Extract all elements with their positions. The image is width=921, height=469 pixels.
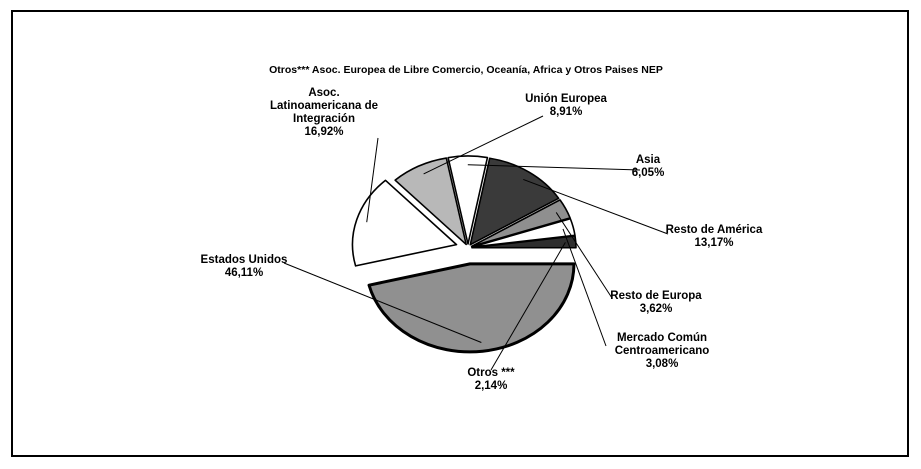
leader-line [562,228,607,347]
leader-line [366,137,379,223]
slice-name-label: Resto de América [666,224,763,236]
slice-value-label: 3,62% [640,303,673,315]
pie-slice [469,157,560,246]
slice-label: Resto de Europa 3,62% [610,290,702,315]
slice-value-label: 8,91% [550,106,583,118]
slice-label: Mercado Común Centroamericano 3,08% [615,332,710,370]
leader-line [555,212,613,299]
slice-name-label: Centroamericano [615,345,710,357]
slice-label: Resto de América 13,17% [666,224,763,249]
pie-slice [447,155,489,245]
leader-line [283,262,482,343]
slice-name-label: Otros *** [467,367,515,379]
slice-name-label: Asia [636,154,661,166]
slice-name-label: Mercado Común [617,332,707,344]
pie-slice [351,179,458,267]
leader-line [523,178,669,235]
pie-slice [470,199,571,248]
slice-name-label: Latinoamericana de [270,100,378,112]
slice-name-label: Asoc. [308,87,339,99]
pie-slice [394,157,467,246]
leader-line [490,242,566,371]
leader-line [467,164,641,171]
slice-value-label: 2,14% [475,380,508,392]
leader-line [423,115,544,175]
slice-label: Otros *** 2,14% [467,367,515,392]
slice-value-label: 46,11% [225,267,263,279]
slice-value-label: 13,17% [694,237,733,249]
slice-name-label: Resto de Europa [610,290,702,302]
slice-label: Estados Unidos 46,11% [201,254,288,279]
slice-label: Asia 6,05% [632,154,665,179]
slice-value-label: 16,92% [304,126,343,138]
slice-name-label: Estados Unidos [201,254,288,266]
leader-lines [283,115,669,371]
slice-name-label: Integración [293,113,355,125]
chart-subtitle: Otros*** Asoc. Europea de Libre Comercio… [269,64,663,76]
slice-name-label: Unión Europea [525,93,607,105]
slice-value-label: 6,05% [632,167,665,179]
slice-label: Asoc. Latinoamericana de Integración 16,92% [270,87,378,138]
pie-slices [351,155,577,354]
slice-label: Unión Europea 8,91% [525,93,607,118]
slice-labels: Asoc. Latinoamericana de Integración 16,92%… [201,87,763,392]
pie-slice [367,262,576,354]
slice-value-label: 3,08% [646,358,679,370]
